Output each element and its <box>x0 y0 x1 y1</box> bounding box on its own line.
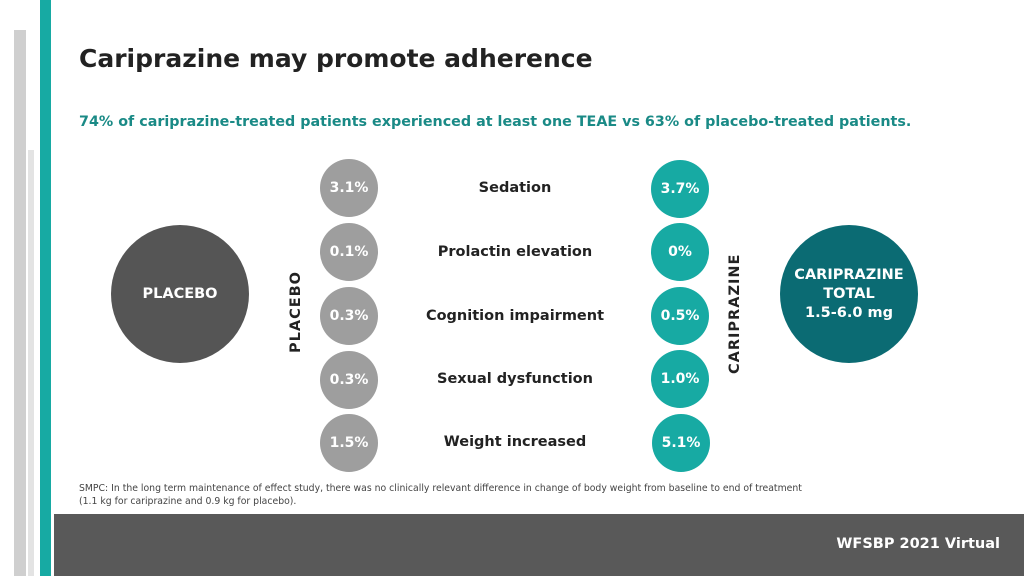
placebo-vertical-label: PLACEBO <box>288 270 304 353</box>
placebo-group-label: PLACEBO <box>142 285 218 302</box>
condition-label: Sexual dysfunction <box>437 371 593 387</box>
footer-bar: WFSBP 2021 Virtual <box>54 514 1024 576</box>
condition-label: Weight increased <box>443 434 587 450</box>
cariprazine-value-circle: 3.7% <box>651 160 709 218</box>
cariprazine-value-circle: 1.0% <box>651 350 709 408</box>
page-subtitle: 74% of cariprazine-treated patients expe… <box>79 114 912 130</box>
placebo-group-circle: PLACEBO <box>111 225 249 363</box>
decorative-stripe-grey <box>14 30 26 576</box>
footnote-line: (1.1 kg for cariprazine and 0.9 kg for p… <box>79 496 297 507</box>
placebo-value-circle: 0.1% <box>320 223 378 281</box>
cariprazine-value-circle: 5.1% <box>652 414 710 472</box>
condition-label: Sedation <box>478 180 552 196</box>
placebo-value: 1.5% <box>329 435 369 451</box>
condition-label: Cognition impairment <box>425 308 605 324</box>
footnote-line: SMPC: In the long term maintenance of ef… <box>79 483 802 494</box>
placebo-value: 0.3% <box>329 372 369 388</box>
cariprazine-value: 0.5% <box>660 308 700 324</box>
placebo-value: 0.1% <box>329 244 369 260</box>
footer-event-label: WFSBP 2021 Virtual <box>836 536 1000 552</box>
placebo-value-circle: 0.3% <box>320 287 378 345</box>
cariprazine-value: 1.0% <box>660 371 700 387</box>
cariprazine-value: 5.1% <box>661 435 701 451</box>
cariprazine-value: 0% <box>668 244 692 260</box>
footnote: SMPC: In the long term maintenance of ef… <box>79 482 859 508</box>
placebo-value: 0.3% <box>329 308 369 324</box>
cariprazine-value-circle: 0% <box>651 223 709 281</box>
cariprazine-value: 3.7% <box>660 181 700 197</box>
decorative-stripe-teal <box>40 0 51 576</box>
page-title: Cariprazine may promote adherence <box>79 44 593 73</box>
decorative-stripe-grey-light <box>28 150 34 576</box>
cariprazine-group-label-2: TOTAL <box>823 285 875 302</box>
cariprazine-group-label-3: 1.5-6.0 mg <box>805 304 893 321</box>
placebo-value: 3.1% <box>329 180 369 196</box>
cariprazine-vertical-label: CARIPRAZINE <box>727 253 743 374</box>
placebo-value-circle: 1.5% <box>320 414 378 472</box>
placebo-value-circle: 3.1% <box>320 159 378 217</box>
cariprazine-group-circle: CARIPRAZINE TOTAL 1.5-6.0 mg <box>780 225 918 363</box>
cariprazine-group-label-1: CARIPRAZINE <box>794 266 904 283</box>
cariprazine-value-circle: 0.5% <box>651 287 709 345</box>
placebo-value-circle: 0.3% <box>320 351 378 409</box>
condition-label: Prolactin elevation <box>437 244 593 260</box>
